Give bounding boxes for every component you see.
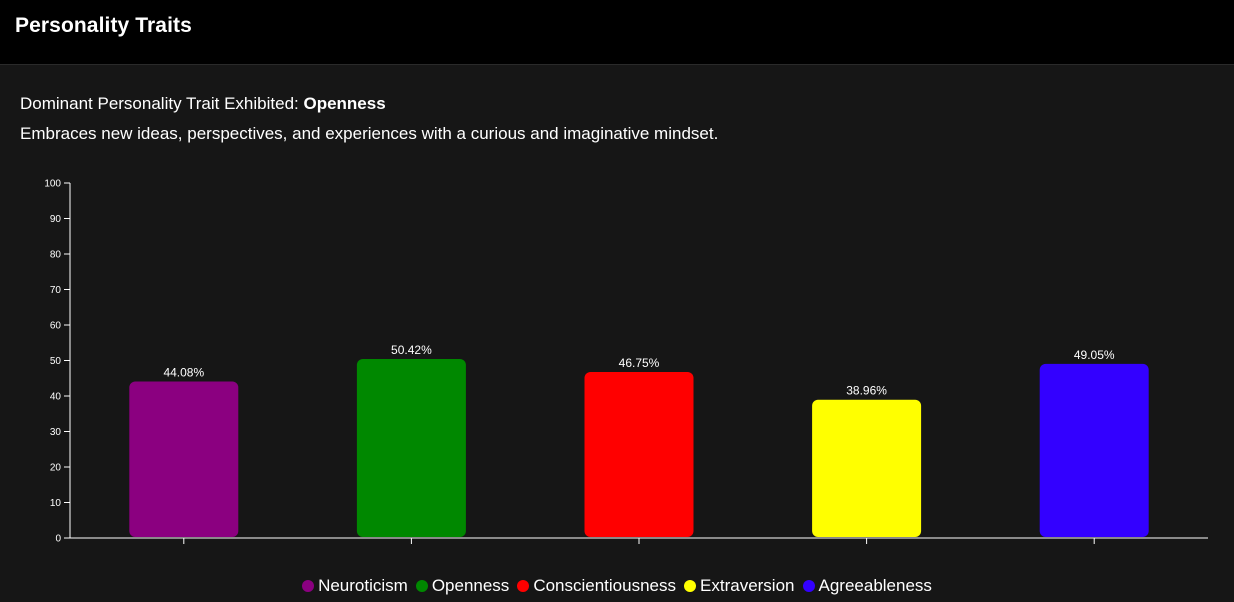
- legend-item-agreeableness[interactable]: Agreeableness: [802, 576, 932, 596]
- legend-dot-icon: [684, 580, 697, 592]
- legend-item-openness[interactable]: Openness: [415, 576, 510, 596]
- y-tick-label: 0: [55, 534, 61, 545]
- y-tick-label: 60: [50, 321, 62, 332]
- legend-dot-icon: [517, 580, 530, 592]
- dominant-trait-value: Openness: [303, 94, 386, 113]
- bar-value-label: 46.75%: [619, 356, 660, 370]
- legend-dot-icon: [302, 580, 315, 592]
- y-tick-label: 50: [50, 356, 62, 367]
- bar-openness: [356, 359, 466, 537]
- y-tick-label: 40: [50, 392, 62, 403]
- legend-label: Extraversion: [700, 576, 795, 595]
- bar-extraversion: [812, 399, 922, 537]
- page-title: Personality Traits: [15, 14, 192, 37]
- bar-value-label: 49.05%: [1074, 348, 1115, 362]
- legend-dot-icon: [802, 580, 815, 592]
- chart-legend: Neuroticism Openness Conscientiousness Extr…: [0, 576, 1234, 596]
- trait-description: Embraces new ideas, perspectives, and ex…: [20, 124, 719, 143]
- legend-label: Neuroticism: [318, 576, 408, 595]
- personality-bar-chart: 0 10 20 30 40 50 60 70 80 90 100 44.08% 50.42% 46.75%…: [44, 179, 1208, 545]
- y-tick-label: 20: [50, 463, 62, 474]
- y-tick-label: 70: [50, 285, 62, 296]
- header-bar: Personality Traits: [0, 0, 1234, 65]
- bar-neuroticism: [129, 381, 239, 537]
- legend-label: Openness: [431, 576, 510, 595]
- legend-label: Agreeableness: [818, 576, 932, 595]
- bar-value-label: 38.96%: [846, 384, 887, 398]
- dominant-trait-line: Dominant Personality Trait Exhibited: Op…: [20, 94, 386, 114]
- y-tick-label: 100: [44, 179, 61, 190]
- y-tick-label: 30: [50, 427, 62, 438]
- bar-value-label: 50.42%: [391, 343, 432, 357]
- bar-value-label: 44.08%: [163, 366, 204, 380]
- y-tick-label: 10: [50, 498, 62, 509]
- legend-dot-icon: [415, 580, 428, 592]
- legend-item-extraversion[interactable]: Extraversion: [684, 576, 795, 596]
- bar-conscientiousness: [584, 372, 694, 537]
- y-tick-label: 80: [50, 250, 62, 261]
- dominant-trait-label: Dominant Personality Trait Exhibited:: [20, 94, 304, 113]
- legend-item-conscientiousness[interactable]: Conscientiousness: [517, 576, 676, 596]
- legend-item-neuroticism[interactable]: Neuroticism: [302, 576, 408, 596]
- y-tick-label: 90: [50, 214, 62, 225]
- legend-label: Conscientiousness: [533, 576, 677, 595]
- bar-agreeableness: [1039, 363, 1149, 537]
